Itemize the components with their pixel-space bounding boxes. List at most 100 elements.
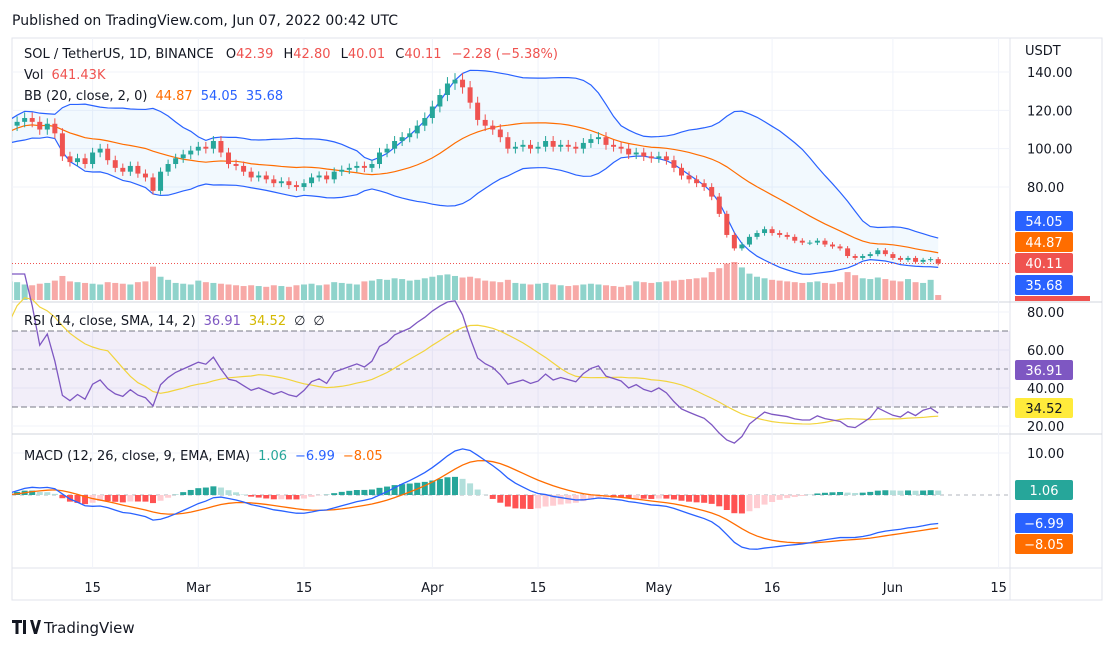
macd-histogram-bar: [867, 491, 874, 495]
volume-bar: [791, 282, 798, 300]
volume-bar: [217, 283, 224, 300]
candle-body: [173, 158, 179, 165]
macd-histogram-bar: [595, 495, 602, 498]
macd-histogram-bar: [580, 495, 587, 502]
candle-body: [331, 171, 337, 180]
volume-bar: [731, 262, 738, 300]
bb-lower-badge[interactable]: 35.68: [1015, 275, 1073, 295]
volume-bar: [421, 278, 428, 300]
candle-body: [12, 125, 13, 138]
rsi-badge-bg: [1015, 360, 1073, 380]
volume-bar: [353, 284, 360, 300]
candle-body: [580, 142, 586, 149]
volume-bar: [837, 282, 844, 300]
macd-histogram-bar: [361, 489, 368, 495]
candle-body: [203, 146, 209, 149]
volume-bar: [414, 279, 421, 300]
high-value: 42.80: [293, 47, 330, 62]
volume-bar: [12, 281, 13, 300]
volume-bar: [157, 276, 164, 300]
volume-bar: [104, 282, 111, 300]
macd-legend[interactable]: MACD (12, 26, close, 9, EMA, EMA) 1.06 −6.…: [24, 449, 383, 464]
volume-legend[interactable]: Vol 641.43K: [24, 68, 106, 83]
macd-histogram-bar: [655, 495, 662, 499]
candle-body: [339, 169, 345, 172]
last-price-badge[interactable]: 40.11: [1015, 253, 1073, 273]
candle-body: [22, 118, 28, 122]
macd-histogram-bar: [799, 495, 806, 496]
macd-tick: 10.00: [1027, 447, 1064, 462]
rsi-badge-text: 36.91: [1025, 364, 1062, 379]
volume-bar: [467, 276, 474, 300]
candle-body: [845, 248, 851, 257]
candle-body: [656, 156, 662, 159]
volume-bar: [655, 282, 662, 300]
macd-histogram-bar: [29, 490, 36, 495]
candle-body: [641, 152, 647, 157]
low-value: 40.01: [348, 47, 385, 62]
macd-histogram-bar: [821, 492, 828, 495]
macd-histogram-bar: [852, 492, 859, 495]
macd-histogram-bar: [82, 495, 89, 505]
macd-histogram-bar: [874, 490, 881, 495]
volume-bar: [595, 284, 602, 300]
candle-body: [210, 141, 216, 149]
bb-upper-badge[interactable]: 54.05: [1015, 211, 1073, 231]
candle-body: [361, 165, 367, 168]
bb-basis-badge-text: 44.87: [1025, 236, 1062, 251]
macd-histogram-bar: [474, 489, 481, 495]
macd-histogram-bar: [587, 495, 594, 500]
macd-histogram-bar: [285, 495, 292, 500]
macd-histogram-bar: [542, 495, 549, 507]
macd-histogram-bar: [761, 495, 768, 505]
volume-bar: [21, 284, 28, 300]
plot-area[interactable]: [0, 69, 1010, 550]
candle-body: [112, 160, 118, 168]
rsi-sma-badge[interactable]: 34.52: [1015, 398, 1073, 418]
macd-histogram-bar: [217, 487, 224, 495]
macd-histogram-bar: [935, 490, 942, 495]
macd-hist-badge-text: 1.06: [1030, 484, 1059, 499]
macd-histogram-bar: [353, 490, 360, 495]
candle-body: [407, 133, 413, 138]
macd-hist-badge[interactable]: 1.06: [1015, 480, 1073, 500]
candle-body: [913, 257, 919, 262]
macd-histogram-bar: [368, 489, 375, 495]
tradingview-logo[interactable]: TradingView: [12, 619, 135, 637]
volume-bar: [459, 277, 466, 300]
candle-body: [29, 118, 35, 122]
volume-badge: [1015, 296, 1090, 301]
macd-histogram-bar: [467, 483, 474, 495]
macd-histogram-bar: [436, 478, 443, 495]
candle-body: [897, 257, 903, 260]
rsi-legend[interactable]: RSI (14, close, SMA, 14, 2) 36.91 34.52 ∅ ∅: [24, 314, 325, 329]
bb-legend[interactable]: BB (20, close, 2, 0) 44.87 54.05 35.68: [24, 89, 283, 104]
candle-body: [384, 148, 390, 153]
volume-bar: [0, 280, 5, 300]
volume-bar: [119, 283, 126, 300]
macd-signal-badge[interactable]: −8.05: [1015, 534, 1073, 554]
candle-body: [392, 141, 398, 149]
macd-histogram-bar: [293, 495, 300, 500]
volume-bar: [210, 282, 217, 300]
candle-body: [233, 164, 239, 166]
candle-body: [467, 87, 473, 103]
candle-body: [860, 256, 866, 258]
candle-body: [867, 254, 873, 257]
volume-bar: [240, 286, 247, 300]
macd-histogram-bar: [557, 495, 564, 505]
candle-body: [120, 167, 126, 172]
bb-basis-badge[interactable]: 44.87: [1015, 232, 1073, 252]
macd-histogram-bar: [399, 484, 406, 495]
candle-body: [248, 171, 254, 178]
rsi-badge[interactable]: 36.91: [1015, 360, 1073, 380]
macd-histogram-bar: [920, 490, 927, 495]
macd-histogram-bar: [723, 495, 730, 511]
macd-histogram-bar: [346, 490, 353, 495]
candle-body: [437, 95, 443, 107]
macd-histogram-bar: [112, 495, 119, 502]
macd-histogram-bar: [338, 491, 345, 495]
symbol-label[interactable]: SOL / TetherUS, 1D, BINANCE: [24, 47, 214, 62]
macd-badge[interactable]: −6.99: [1015, 513, 1073, 533]
